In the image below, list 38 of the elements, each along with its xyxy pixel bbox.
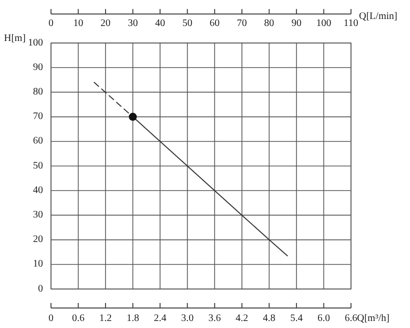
x-tick-label: 0.6	[72, 313, 85, 324]
y-tick-label: 70	[33, 111, 43, 122]
y-tick-label: 80	[33, 86, 43, 98]
x-tick-label: 4.2	[236, 313, 248, 324]
x2-tick-label: 60	[210, 18, 220, 29]
x-tick-label: 3.6	[208, 313, 221, 324]
x2-axis-title: Q[L/min]	[359, 11, 398, 22]
x-tick-label: 2.4	[154, 313, 166, 324]
x2-tick-label: 100	[316, 18, 332, 29]
y-tick-label: 10	[33, 258, 43, 270]
x2-tick-label: 20	[100, 18, 111, 29]
x-tick-label: 4.8	[262, 313, 276, 324]
y-tick-label: 100	[28, 37, 43, 48]
x-tick-label: 6.6	[344, 313, 358, 324]
y-tick-label: 20	[33, 234, 43, 246]
y-tick-label: 30	[33, 209, 43, 220]
x-tick-label: 6.0	[317, 313, 330, 324]
x2-tick-label: 10	[73, 18, 84, 29]
x-tick-label: 5.4	[290, 313, 303, 324]
x-tick-label: 1.2	[99, 313, 112, 324]
x-tick-label: 1.8	[126, 313, 140, 324]
y-tick-label: 40	[33, 184, 43, 196]
y-tick-label: 90	[33, 62, 43, 73]
x-tick-label: 3.0	[181, 313, 194, 324]
x2-tick-label: 50	[182, 18, 192, 29]
x2-tick-label: 30	[128, 18, 138, 29]
y-tick-label: 50	[33, 160, 43, 172]
x2-tick-label: 90	[291, 18, 302, 29]
y-tick-label: 60	[33, 136, 43, 147]
y-axis-title: H[m]	[4, 33, 26, 44]
x2-tick-label: 40	[155, 18, 166, 29]
x-tick-label: 0	[48, 313, 54, 324]
x2-tick-label: 70	[236, 18, 247, 29]
x2-tick-label: 110	[344, 18, 358, 29]
x2-tick-label: 0	[48, 18, 54, 29]
y-tick-label: 0	[38, 283, 43, 294]
x-axis-title: Q[m³/h]	[357, 313, 390, 324]
x2-tick-label: 80	[264, 18, 274, 29]
